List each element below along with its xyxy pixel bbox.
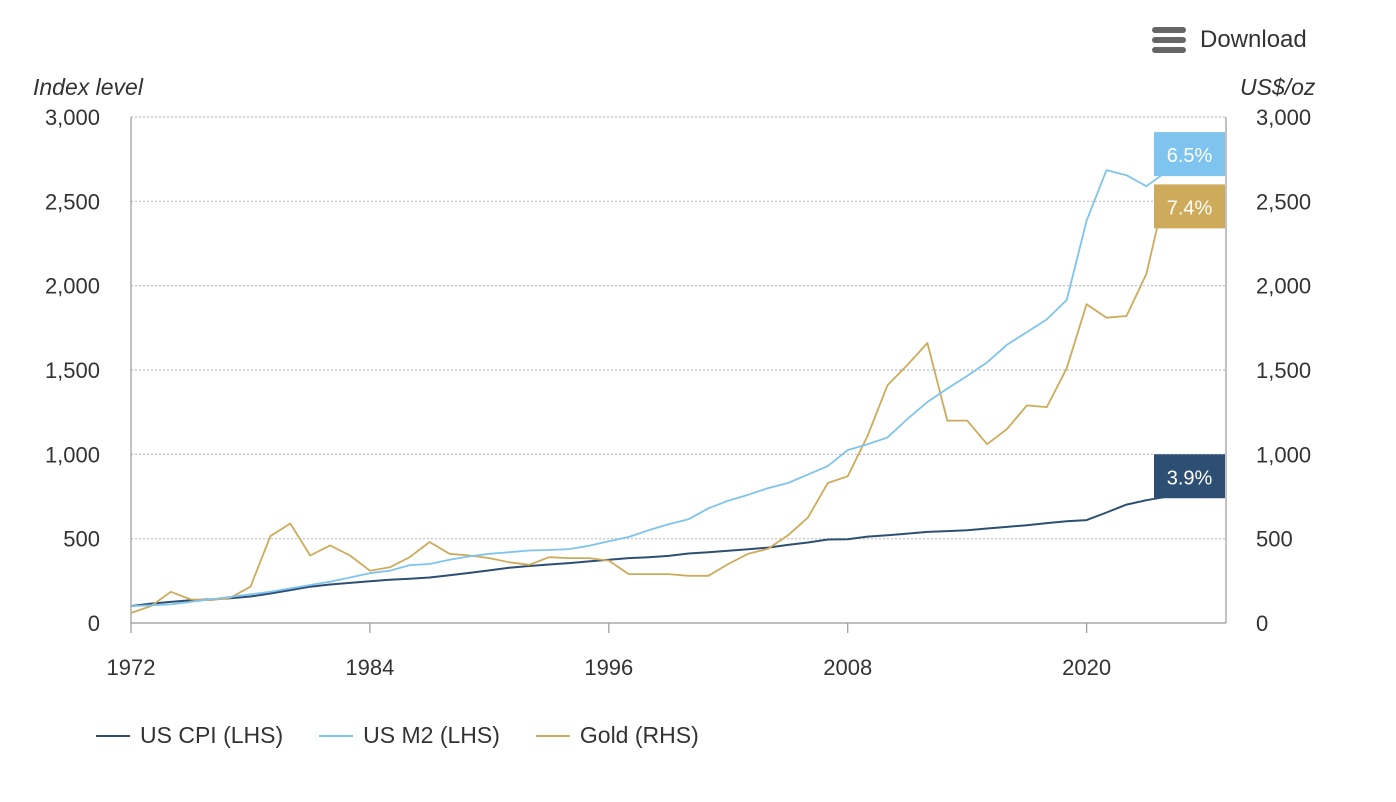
- legend-label-cpi: US CPI (LHS): [140, 722, 284, 748]
- left-axis-title: Index level: [33, 74, 143, 100]
- right-y-tick-label: 1,000: [1256, 442, 1311, 467]
- x-tick-label: 2020: [1062, 655, 1111, 680]
- legend-item-cpi[interactable]: US CPI (LHS): [96, 722, 283, 749]
- legend-line-cpi: [96, 734, 130, 737]
- right-axis-title: US$/oz: [1240, 74, 1316, 100]
- legend-label-gold: Gold (RHS): [579, 722, 699, 748]
- end-label-gold: 7.4%: [1167, 197, 1213, 219]
- end-label-box-gold: [1154, 184, 1225, 229]
- left-y-tick-label: 2,000: [45, 274, 100, 299]
- left-y-tick-label: 500: [63, 527, 100, 552]
- x-tick-label: 1984: [345, 655, 394, 680]
- end-label-box-m2: [1154, 132, 1225, 177]
- legend-line-gold: [535, 734, 570, 737]
- chart-legend: US CPI (LHS) US M2 (LHS) Gold (RHS): [96, 722, 735, 749]
- x-tick-label: 1996: [584, 655, 633, 680]
- left-y-tick-label: 3,000: [45, 105, 100, 130]
- left-y-tick-label: 1,500: [45, 358, 100, 383]
- legend-label-m2: US M2 (LHS): [363, 722, 500, 748]
- legend-item-m2[interactable]: US M2 (LHS): [319, 722, 500, 749]
- series-line-cpi: [130, 495, 1167, 608]
- series-line-gold: [130, 187, 1168, 614]
- series-line-m2: [130, 169, 1167, 607]
- left-y-tick-label: 0: [88, 611, 100, 636]
- right-y-tick-label: 0: [1256, 611, 1268, 636]
- legend-item-gold[interactable]: Gold (RHS): [535, 722, 699, 749]
- right-y-tick-label: 2,000: [1256, 274, 1311, 299]
- hamburger-menu-icon: [1152, 27, 1186, 53]
- left-y-tick-label: 1,000: [45, 442, 100, 467]
- end-label-m2: 6.5%: [1167, 145, 1213, 167]
- x-tick-label: 1972: [107, 655, 156, 680]
- left-y-tick-label: 2,500: [45, 189, 100, 214]
- end-label-box-cpi: [1154, 454, 1225, 499]
- x-tick-label: 2008: [823, 655, 872, 680]
- right-y-tick-label: 2,500: [1256, 189, 1311, 214]
- right-y-tick-label: 1,500: [1256, 358, 1311, 383]
- right-y-tick-label: 500: [1256, 527, 1293, 552]
- right-y-tick-label: 3,000: [1256, 105, 1311, 130]
- download-label: Download: [1200, 26, 1307, 53]
- download-button[interactable]: Download: [1152, 26, 1307, 54]
- legend-line-m2: [319, 734, 354, 737]
- end-label-cpi: 3.9%: [1167, 467, 1213, 489]
